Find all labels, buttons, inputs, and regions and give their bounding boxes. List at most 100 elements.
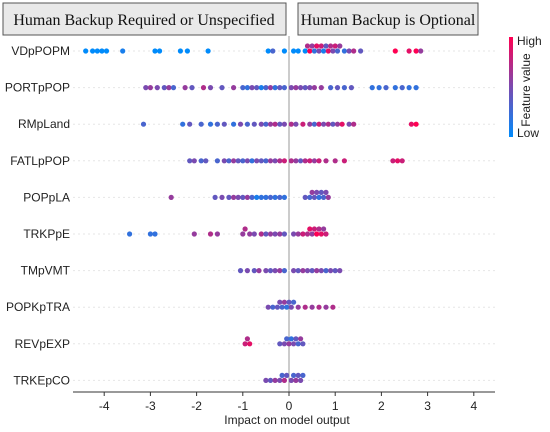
shap-point [235, 158, 241, 164]
shap-point [291, 48, 297, 54]
shap-point [187, 121, 193, 127]
shap-point [256, 268, 262, 274]
x-tick-label: 2 [378, 399, 385, 413]
shap-point [152, 231, 158, 237]
shap-point [300, 231, 306, 237]
shap-point [300, 268, 306, 274]
x-ticks: -4 -3 -2 -1 0 1 2 3 4 [99, 392, 477, 413]
shap-point [263, 85, 269, 91]
shap-point [277, 268, 283, 274]
shap-point [307, 85, 313, 91]
shap-point [240, 158, 246, 164]
x-tick-label: -4 [99, 399, 110, 413]
shap-point [395, 158, 401, 164]
shap-point [83, 48, 89, 54]
colorbar: High Low Feature value [509, 34, 542, 140]
shap-point [318, 85, 324, 91]
shap-point [323, 189, 329, 195]
shap-point [302, 194, 308, 200]
shap-point [277, 194, 283, 200]
shap-point [291, 299, 297, 305]
shap-point [351, 121, 357, 127]
shap-point [244, 85, 250, 91]
shap-point [198, 121, 204, 127]
shap-point [304, 268, 311, 274]
shap-point [318, 189, 324, 195]
shap-point [244, 121, 250, 127]
shap-point [341, 85, 347, 91]
shap-point [258, 158, 264, 164]
shap-point [182, 85, 188, 91]
shap-point [277, 377, 283, 383]
shap-point [288, 158, 294, 164]
shap-point [254, 158, 260, 164]
shap-point [263, 121, 269, 127]
shap-point [281, 268, 287, 274]
feature-label: POPKpTRA [6, 300, 70, 314]
shap-point [314, 189, 320, 195]
shap-point [318, 268, 324, 274]
feature-label: POPpLA [23, 190, 70, 204]
shap-point [325, 194, 331, 200]
shap-point [94, 48, 100, 54]
feature-label: FATLpPOP [10, 154, 70, 168]
shap-point [295, 268, 301, 274]
shap-point [295, 231, 301, 237]
shap-point [325, 121, 331, 127]
left-region-label: Human Backup Required or Unspecified [13, 12, 274, 29]
shap-point [314, 43, 320, 49]
shap-point [408, 121, 414, 127]
shap-point [249, 158, 255, 164]
shap-point [120, 48, 126, 54]
shap-point [284, 336, 290, 342]
x-axis-label: Impact on model output [224, 413, 350, 427]
shap-point [332, 268, 338, 274]
shap-point [298, 377, 304, 383]
shap-point [191, 158, 197, 164]
shap-point [240, 231, 246, 237]
shap-point [337, 268, 343, 274]
shap-point [244, 268, 250, 274]
shap-point [270, 304, 276, 310]
shap-point [293, 85, 299, 91]
shap-point [127, 231, 133, 237]
shap-point [272, 268, 278, 274]
shap-point [231, 194, 237, 200]
shap-point [316, 304, 322, 310]
shap-point [203, 158, 209, 164]
shap-point [316, 226, 322, 232]
shap-point [376, 85, 382, 91]
shap-point [330, 304, 336, 310]
shap-point [286, 341, 292, 347]
shap-point [244, 194, 250, 200]
shap-point [247, 231, 253, 237]
shap-point [293, 158, 299, 164]
shap-point [214, 121, 220, 127]
shap-point [321, 194, 327, 200]
shap-point [207, 121, 214, 127]
shap-point [249, 194, 255, 200]
x-tick-label: 1 [332, 399, 339, 413]
shap-point [309, 304, 315, 310]
shap-point [198, 158, 204, 164]
shap-point [284, 372, 290, 378]
shap-point [267, 158, 274, 164]
shap-point [168, 194, 174, 200]
shap-point [321, 48, 327, 54]
shap-point [341, 48, 347, 54]
shap-point [184, 48, 190, 54]
shap-point [302, 304, 308, 310]
shap-point [207, 85, 214, 91]
shap-point [277, 121, 283, 127]
shap-point [309, 231, 315, 237]
feature-label: PORTpPOP [5, 81, 70, 95]
shap-point [247, 341, 253, 347]
shap-point [157, 48, 163, 54]
shap-point [311, 48, 317, 54]
shap-point [295, 304, 301, 310]
shap-point [300, 121, 306, 127]
x-tick-label: 3 [424, 399, 431, 413]
shap-point [237, 268, 244, 274]
